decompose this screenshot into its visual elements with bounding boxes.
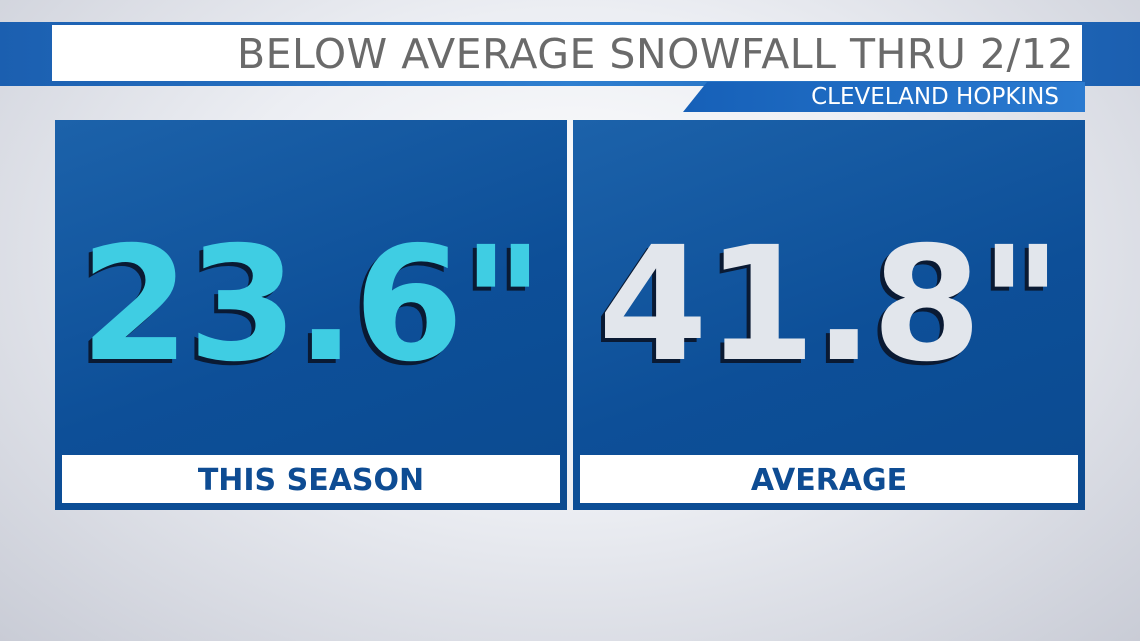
title: BELOW AVERAGE SNOWFALL THRU 2/12 xyxy=(52,25,1082,81)
stat-panel: 41.8" AVERAGE xyxy=(573,120,1085,510)
subtitle: CLEVELAND HOPKINS xyxy=(683,82,1085,112)
stat-value: 23.6" xyxy=(79,213,544,397)
stat-panel: 23.6" THIS SEASON xyxy=(55,120,567,510)
stat-label: THIS SEASON xyxy=(62,455,560,503)
stat-value: 41.8" xyxy=(597,213,1062,397)
stat-label: AVERAGE xyxy=(580,455,1078,503)
